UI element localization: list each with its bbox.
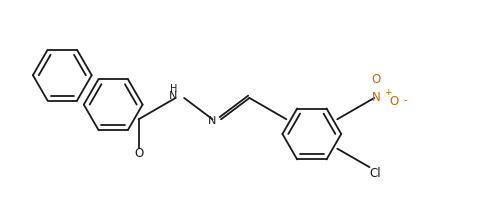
Text: H: H [170,84,177,94]
Text: Cl: Cl [369,167,381,180]
Text: N: N [372,91,381,105]
Text: O: O [134,147,143,160]
Text: N: N [169,91,178,100]
Text: O: O [390,95,399,108]
Text: N: N [208,116,217,126]
Text: -: - [403,95,407,105]
Text: +: + [384,88,391,97]
Text: O: O [371,73,381,86]
